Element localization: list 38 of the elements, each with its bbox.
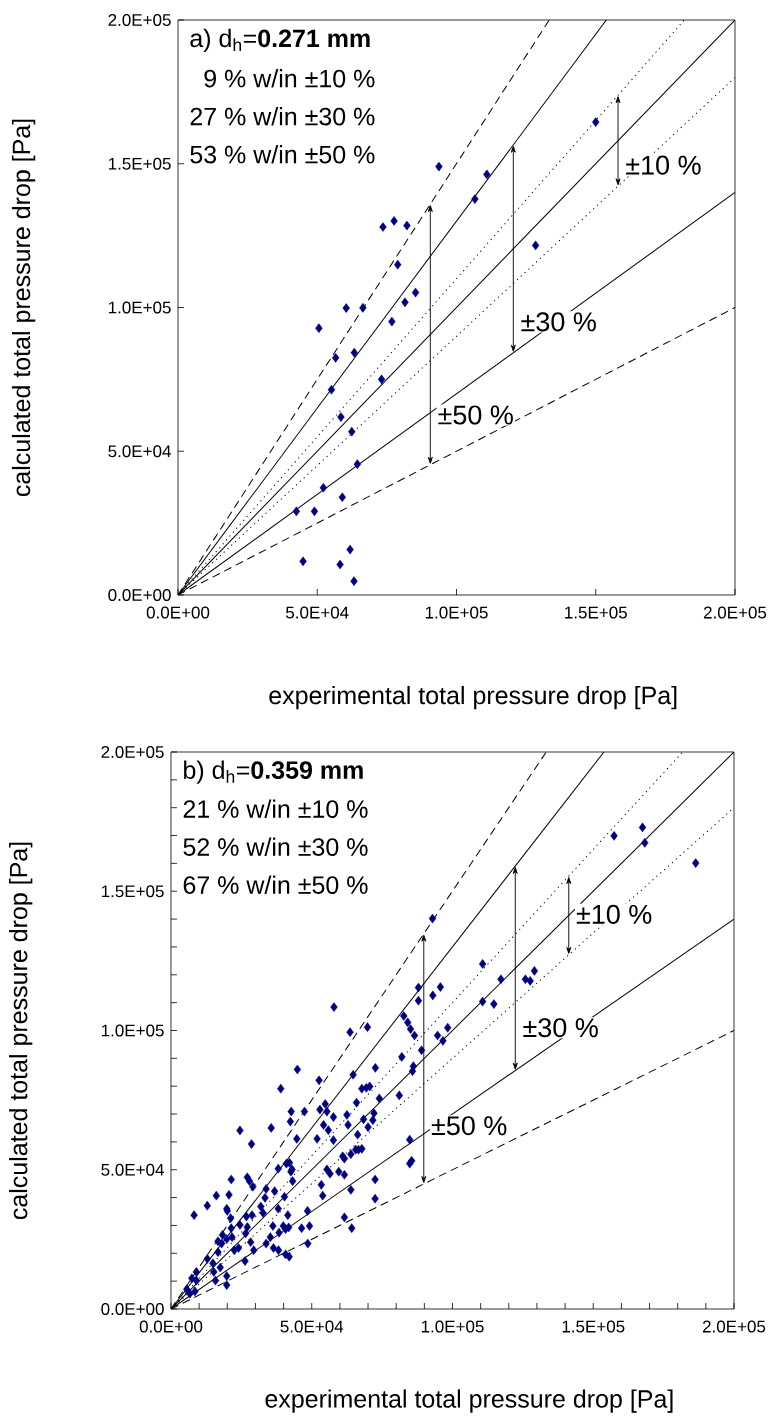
y-tick-label: 0.0E+00 (108, 588, 171, 602)
y-tick-label: 2.0E+05 (108, 13, 171, 27)
annotation: ±30 % (521, 312, 596, 332)
x-tick-label: 1.0E+05 (425, 606, 488, 619)
x-tick-label: 5.0E+04 (280, 1320, 344, 1333)
annotation: 27 % w/in ±30 % (190, 107, 375, 126)
x-axis-title: experimental total pressure drop [Pa] (269, 685, 677, 710)
y-tick-label: 2.0E+05 (101, 745, 164, 759)
y-tick-label: 0.0E+00 (101, 1302, 164, 1316)
annotation: 67 % w/in ±50 % (183, 875, 368, 894)
annotation: 52 % w/in ±30 % (183, 837, 368, 856)
x-tick-label: 0.0E+00 (139, 1320, 203, 1333)
annotation: 9 % w/in ±10 % (204, 69, 375, 88)
y-tick-label: 1.5E+05 (101, 885, 164, 898)
x-tick-label: 5.0E+04 (286, 606, 349, 619)
x-tick-label: 1.5E+05 (562, 1320, 625, 1333)
annotation: ±30 % (523, 1018, 598, 1038)
annotation: b) d$_{h}$=0.359 mm (184, 760, 363, 784)
y-tick-label: 1.0E+05 (108, 301, 171, 314)
y-tick-label: 1.5E+05 (108, 157, 171, 170)
annotation: ±10 % (626, 155, 701, 175)
x-tick-label: 1.5E+05 (565, 606, 627, 619)
x-axis-title: experimental total pressure drop [Pa] (265, 1389, 673, 1413)
annotation: ±50 % (438, 405, 513, 425)
annotation: 21 % w/in ±10 % (183, 799, 368, 818)
annotation: a) d$_{h}$=0.271 mm (190, 28, 370, 53)
x-tick-label: 1.0E+05 (421, 1320, 484, 1333)
x-tick-label: 2.0E+05 (702, 1320, 766, 1333)
x-tick-label: 0.0E+00 (146, 606, 210, 619)
y-axis-title: calculated total pressure drop [Pa] (11, 119, 36, 497)
y-axis-title: calculated total pressure drop [Pa] (9, 842, 33, 1220)
annotation: ±10 % (576, 904, 652, 924)
x-tick-label: 2.0E+05 (703, 606, 767, 619)
y-tick-label: 5.0E+04 (101, 1163, 164, 1176)
annotation: ±50 % (431, 1116, 507, 1136)
annotation: 53 % w/in ±50 % (190, 145, 375, 164)
y-tick-label: 5.0E+04 (108, 445, 171, 458)
y-tick-label: 1.0E+05 (101, 1024, 164, 1037)
